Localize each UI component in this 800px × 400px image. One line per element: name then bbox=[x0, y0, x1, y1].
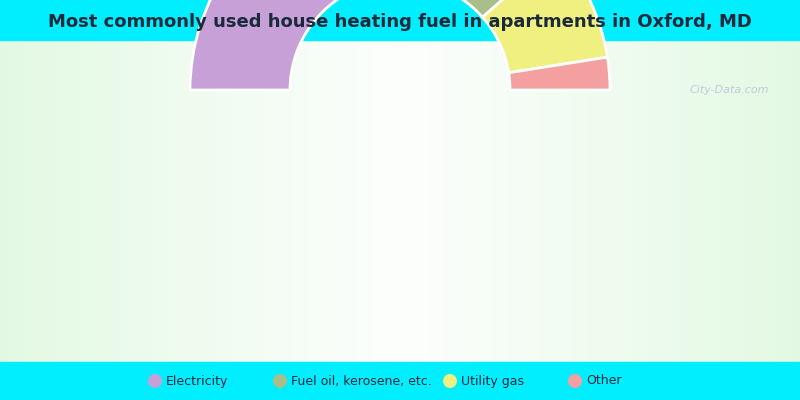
Wedge shape bbox=[335, 0, 558, 17]
Text: City-Data.com: City-Data.com bbox=[690, 85, 770, 95]
Text: Electricity: Electricity bbox=[166, 374, 228, 388]
Ellipse shape bbox=[273, 374, 287, 388]
Text: Fuel oil, kerosene, etc.: Fuel oil, kerosene, etc. bbox=[291, 374, 432, 388]
Wedge shape bbox=[482, 0, 607, 73]
Text: Other: Other bbox=[586, 374, 622, 388]
Ellipse shape bbox=[148, 374, 162, 388]
Wedge shape bbox=[190, 0, 366, 90]
Wedge shape bbox=[509, 57, 610, 90]
Ellipse shape bbox=[568, 374, 582, 388]
Bar bbox=[0, 362, 800, 400]
Ellipse shape bbox=[443, 374, 457, 388]
Bar bbox=[0, 0, 800, 40]
Text: Most commonly used house heating fuel in apartments in Oxford, MD: Most commonly used house heating fuel in… bbox=[48, 13, 752, 31]
Text: Utility gas: Utility gas bbox=[461, 374, 524, 388]
